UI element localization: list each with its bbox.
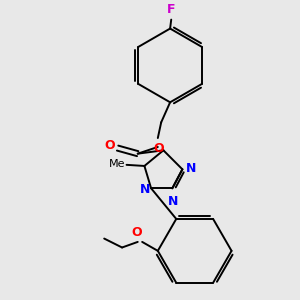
- Text: O: O: [131, 226, 142, 238]
- Text: F: F: [167, 3, 176, 16]
- Text: N: N: [168, 195, 178, 208]
- Text: N: N: [140, 183, 151, 196]
- Text: Me: Me: [110, 159, 126, 169]
- Text: O: O: [104, 139, 115, 152]
- Text: N: N: [186, 162, 196, 175]
- Text: O: O: [154, 142, 164, 155]
